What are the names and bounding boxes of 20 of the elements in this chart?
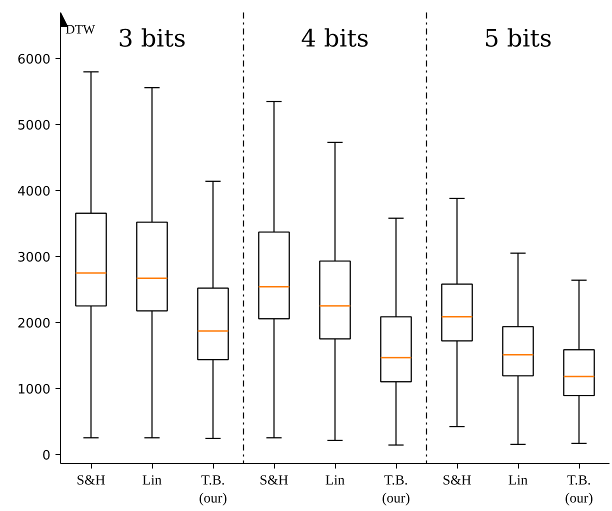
x-tick-label: T.B. (our)	[199, 474, 228, 506]
y-tick-label: 1000	[17, 382, 51, 398]
y-tick-label: 5000	[17, 118, 51, 134]
y-tick-label: 6000	[17, 52, 51, 68]
x-tick-label: S&H	[76, 474, 106, 488]
y-axis-title: DTW	[66, 22, 96, 36]
y-tick-label: 3000	[17, 250, 51, 266]
annotation: 5 bits	[484, 24, 552, 52]
annotation: 4 bits	[301, 24, 369, 52]
annotation: 3 bits	[118, 24, 186, 52]
x-tick-label: S&H	[260, 474, 288, 488]
x-tick-label: S&H	[442, 474, 472, 488]
x-tick-label: T.B. (our)	[382, 474, 410, 506]
x-tick-label: Lin	[325, 474, 345, 488]
y-tick-label: 0	[42, 448, 51, 464]
y-tick-label: 4000	[17, 184, 51, 200]
x-tick-label: Lin	[142, 474, 162, 488]
y-tick-label: 2000	[17, 316, 51, 332]
x-tick-label: Lin	[508, 474, 528, 488]
x-tick-label: T.B. (our)	[565, 474, 594, 506]
